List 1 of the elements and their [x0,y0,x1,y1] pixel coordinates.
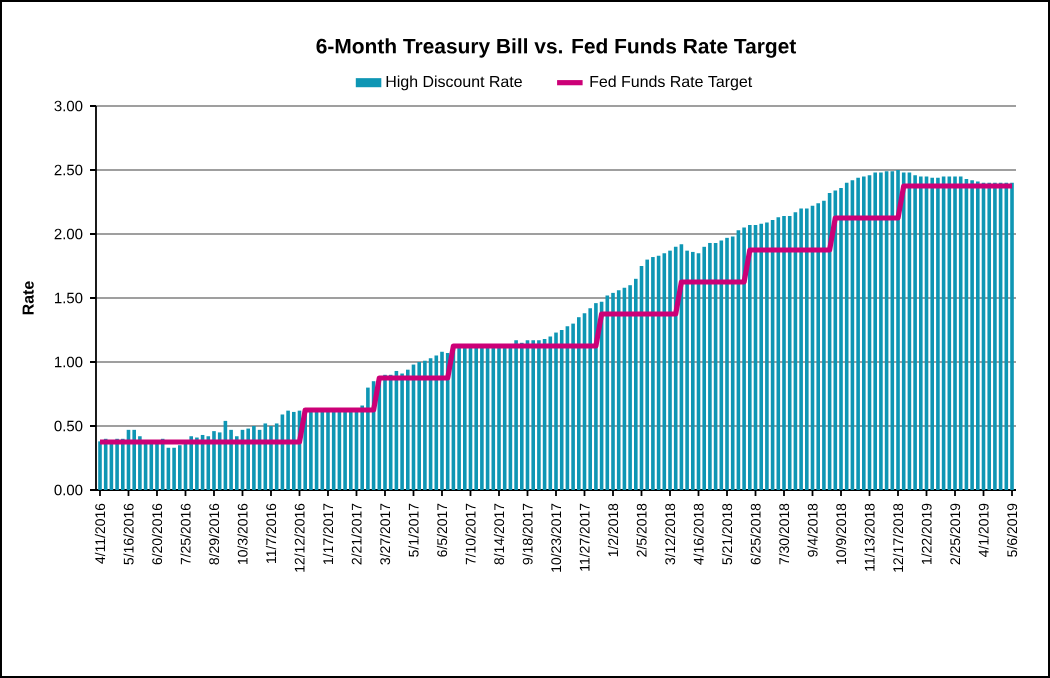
chart-title: 6-Month Treasury Bill vs. Fed Funds Rate Target [316,38,797,58]
